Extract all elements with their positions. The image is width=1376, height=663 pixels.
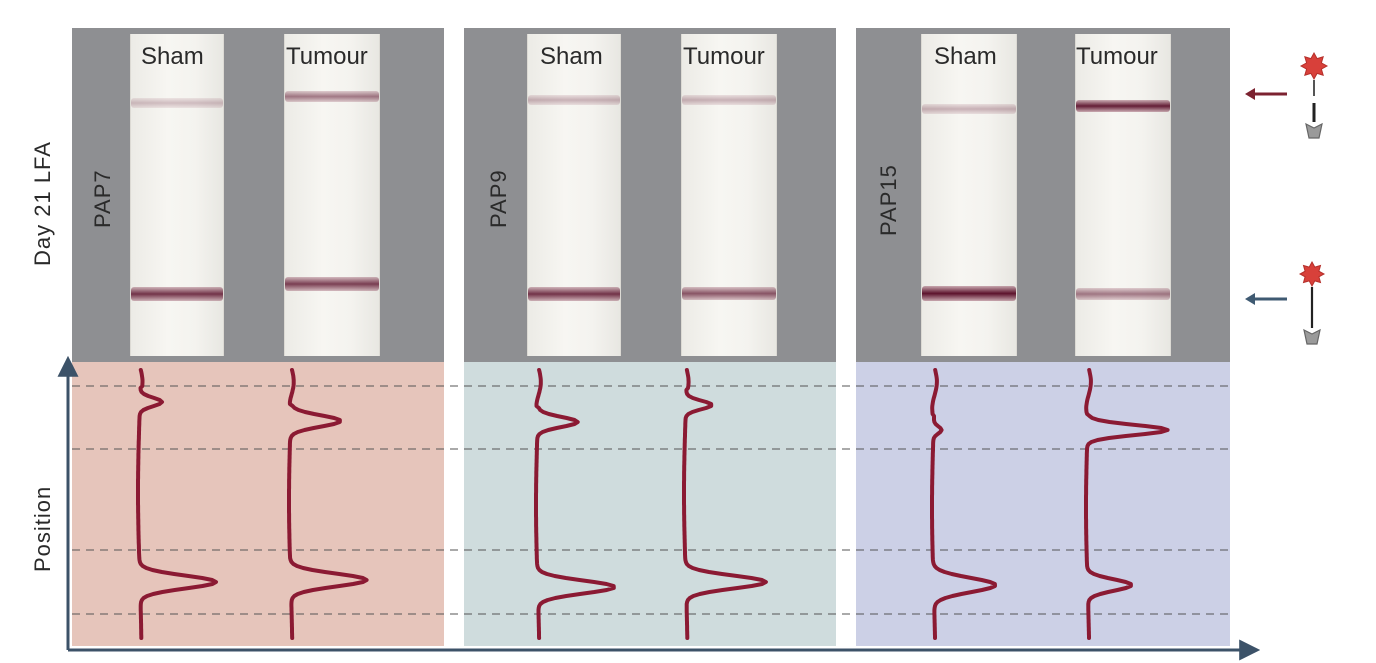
panel-1-tumour-label: Tumour bbox=[286, 43, 368, 70]
intensity-trace bbox=[1084, 368, 1170, 640]
panel-1-sham-strip bbox=[130, 34, 224, 356]
panel-3-sham-label: Sham bbox=[934, 43, 997, 70]
panel-2-profile bbox=[464, 362, 836, 646]
anchor-icon bbox=[1305, 122, 1323, 139]
control-band bbox=[682, 287, 776, 300]
reporter-star-icon bbox=[1299, 51, 1329, 81]
panel-1-tumour-strip bbox=[284, 34, 380, 356]
control-band bbox=[1076, 288, 1170, 300]
control-band bbox=[922, 286, 1016, 301]
panel-2-tumour-strip bbox=[681, 34, 777, 356]
intensity-trace bbox=[930, 368, 997, 640]
control-band bbox=[131, 287, 223, 301]
test-band bbox=[922, 104, 1016, 114]
reporter-star-icon bbox=[1298, 260, 1326, 288]
test-band bbox=[1076, 100, 1170, 112]
control-band bbox=[285, 277, 379, 291]
test-line-arrow-head bbox=[1245, 88, 1255, 100]
test-band bbox=[528, 95, 620, 105]
panel-3-tumour-strip bbox=[1075, 34, 1171, 356]
test-band bbox=[285, 91, 379, 102]
control-line-arrow-head bbox=[1245, 293, 1255, 305]
band-legend bbox=[1245, 51, 1329, 345]
panel-2-tumour-label: Tumour bbox=[683, 43, 765, 70]
panel-3-tumour-label: Tumour bbox=[1076, 43, 1158, 70]
intensity-trace bbox=[287, 368, 369, 640]
intensity-trace bbox=[682, 368, 768, 640]
anchor-icon bbox=[1303, 328, 1321, 345]
intensity-traces bbox=[136, 368, 1170, 640]
panel-2-sham-strip bbox=[527, 34, 621, 356]
panel-3-profile bbox=[856, 362, 1230, 646]
axes bbox=[57, 355, 1261, 661]
test-band bbox=[682, 95, 776, 105]
dashed-guide-lines bbox=[72, 385, 1230, 615]
panel-2-sham-label: Sham bbox=[540, 43, 603, 70]
panel-1-profile bbox=[72, 362, 444, 646]
test-band bbox=[131, 98, 223, 108]
intensity-trace bbox=[534, 368, 616, 640]
panel-1-sham-label: Sham bbox=[141, 43, 204, 70]
control-band bbox=[528, 287, 620, 301]
intensity-trace bbox=[136, 368, 218, 640]
panel-3-sham-strip bbox=[921, 34, 1017, 356]
